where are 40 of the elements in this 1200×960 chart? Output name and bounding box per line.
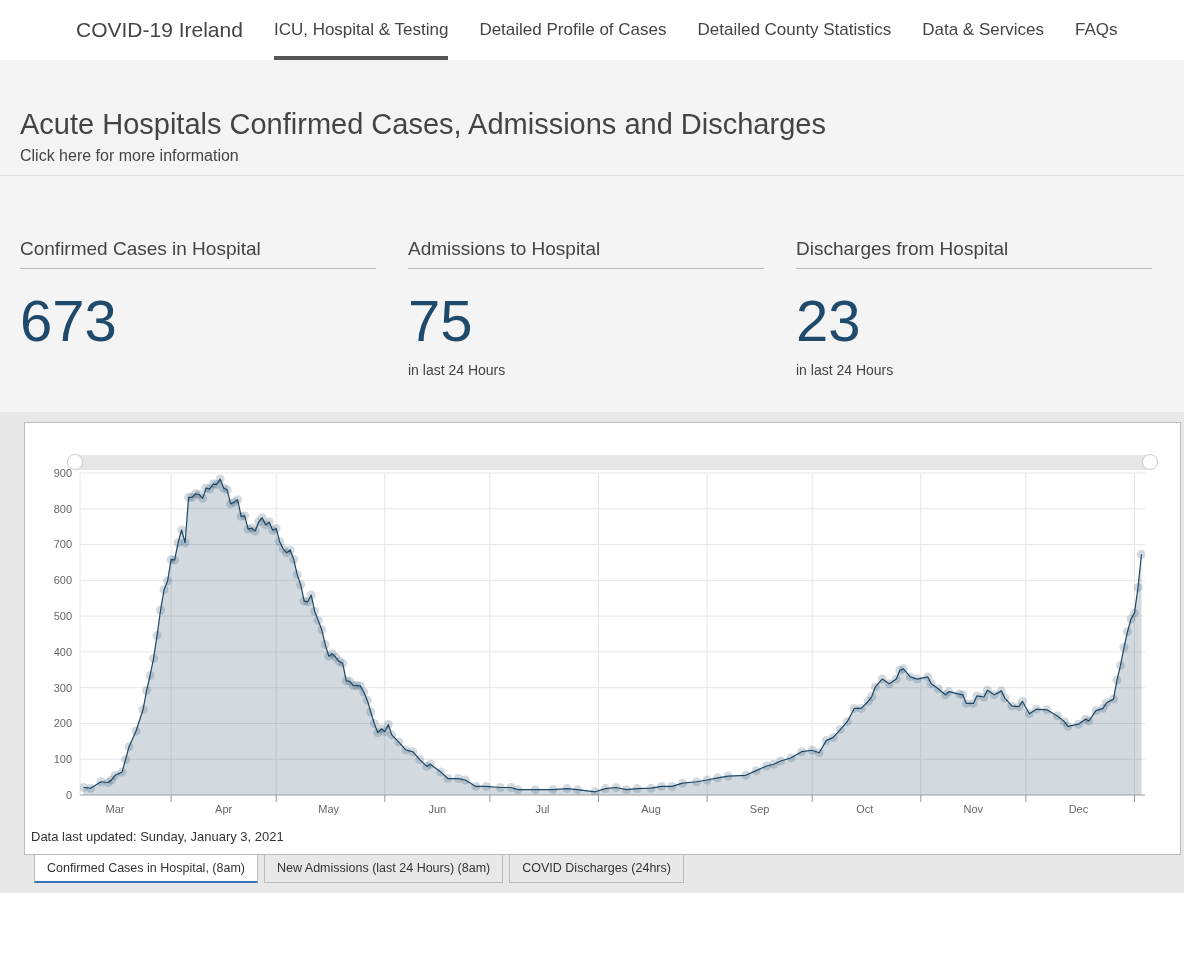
y-tick-label: 300 xyxy=(53,681,72,694)
y-tick-label: 900 xyxy=(53,466,72,479)
x-tick-label: Sep xyxy=(749,803,770,815)
text: Acute Hospitals Confirmed Cases, Admissions and Discharges xyxy=(20,108,826,140)
text: Data & Services xyxy=(922,20,1045,40)
y-tick-label: 100 xyxy=(53,753,72,766)
text: Confirmed Cases in Hospital, (8am) xyxy=(47,861,245,875)
text: in last 24 Hours xyxy=(796,362,894,378)
text: 23 xyxy=(796,288,861,353)
text: Detailed Profile of Cases xyxy=(479,20,667,40)
x-tick-label: Nov xyxy=(963,803,984,815)
text: COVID Discharges (24hrs) xyxy=(522,861,671,875)
text: Data last updated: Sunday, January 3, 2021 xyxy=(31,829,284,844)
text: Detailed County Statistics xyxy=(697,20,892,40)
y-tick-label: 600 xyxy=(53,574,72,587)
text: COVID-19 Ireland xyxy=(76,18,243,41)
text: FAQs xyxy=(1075,20,1118,40)
x-tick-label: Dec xyxy=(1068,803,1089,815)
x-tick-label: Apr xyxy=(215,803,233,815)
x-tick-label: Oct xyxy=(856,803,874,815)
text: ICU, Hospital & Testing xyxy=(273,20,449,40)
y-tick-label: 700 xyxy=(53,538,72,551)
y-tick-label: 0 xyxy=(65,788,72,801)
text: in last 24 Hours xyxy=(408,362,506,378)
x-tick-label: May xyxy=(318,803,340,815)
x-tick-label: Jun xyxy=(428,803,447,815)
text: 75 xyxy=(408,288,473,353)
x-tick-label: Aug xyxy=(641,803,661,815)
x-tick-label: Jul xyxy=(535,803,550,815)
y-tick-label: 400 xyxy=(53,645,72,658)
text: New Admissions (last 24 Hours) (8am) xyxy=(277,861,491,875)
y-tick-label: 500 xyxy=(53,610,72,623)
text: Confirmed Cases in Hospital xyxy=(20,238,261,259)
text: Discharges from Hospital xyxy=(796,238,1009,259)
x-tick-label: Mar xyxy=(105,803,125,815)
text: Admissions to Hospital xyxy=(408,238,601,259)
text: 673 xyxy=(20,288,117,353)
text: Click here for more information xyxy=(20,147,239,164)
y-tick-label: 800 xyxy=(53,502,72,515)
y-tick-label: 200 xyxy=(53,717,72,730)
